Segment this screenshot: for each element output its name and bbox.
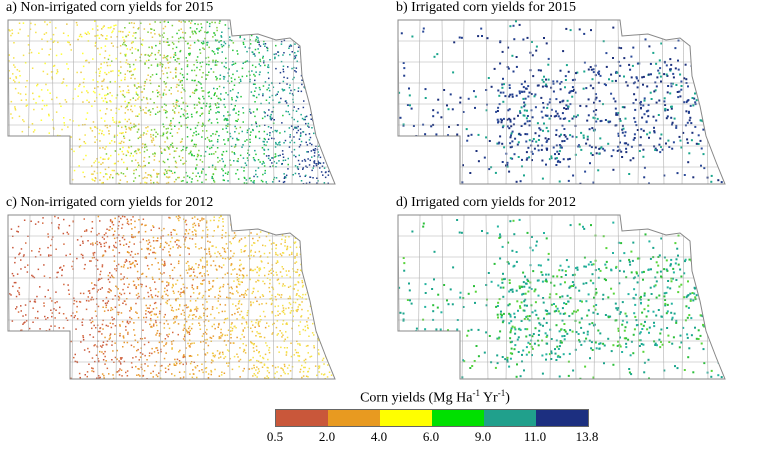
legend-tick: 11.0 [523, 429, 547, 444]
county-boundaries [398, 20, 725, 184]
panel-a-title: a) Non-irrigated corn yields for 2015 [6, 0, 214, 15]
legend-swatch [536, 410, 588, 426]
yield-pixels [9, 215, 333, 379]
legend-tick: 9.0 [474, 429, 492, 444]
state-outline [397, 214, 726, 380]
panel-b-title: b) Irrigated corn yields for 2015 [396, 0, 576, 15]
nebraska-map-b [397, 19, 726, 185]
nebraska-map-d [397, 214, 726, 380]
state-outline [397, 19, 726, 185]
legend-tick: 2.0 [318, 429, 336, 444]
legend-swatch [484, 410, 536, 426]
county-boundaries [398, 215, 725, 379]
panel-c-title: c) Non-irrigated corn yields for 2012 [6, 195, 214, 210]
legend-tick: 0.5 [266, 429, 284, 444]
panel-b: b) Irrigated corn yields for 2015 [390, 0, 760, 200]
yield-pixels [8, 20, 330, 184]
nebraska-map-c [7, 214, 336, 380]
panel-d-title: d) Irrigated corn yields for 2012 [396, 195, 576, 210]
legend-tick: 6.0 [422, 429, 440, 444]
legend-tick: 4.0 [370, 429, 388, 444]
legend-swatch [380, 410, 432, 426]
legend-swatch [276, 410, 328, 426]
county-boundaries [8, 215, 335, 379]
state-outline [7, 214, 336, 380]
legend-swatch [432, 410, 484, 426]
yield-pixels [398, 20, 723, 184]
panel-c: c) Non-irrigated corn yields for 2012 [0, 195, 370, 395]
legend-swatch [328, 410, 380, 426]
legend-title: Corn yields (Mg Ha-1 Yr-1) [360, 388, 510, 406]
state-outline [7, 19, 336, 185]
legend-tick: 13.8 [575, 429, 599, 444]
panel-d: d) Irrigated corn yields for 2012 [390, 195, 760, 395]
legend-color-bar [275, 409, 589, 427]
panel-a: a) Non-irrigated corn yields for 2015 [0, 0, 370, 200]
legend: Corn yields (Mg Ha-1 Yr-1) 0.5 2.0 4.0 6… [266, 388, 600, 448]
yield-pixels [398, 218, 723, 379]
nebraska-map-a [7, 19, 336, 185]
